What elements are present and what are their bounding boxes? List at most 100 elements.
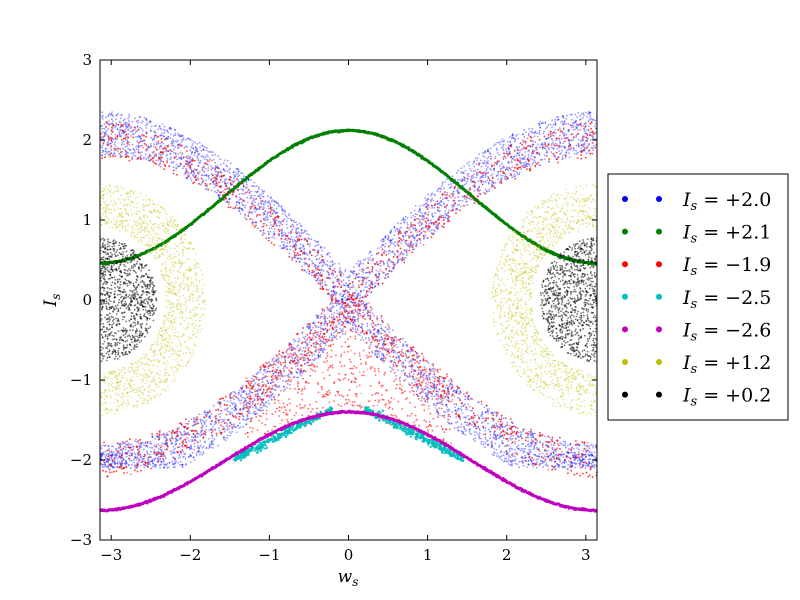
data-point	[177, 157, 180, 160]
data-point	[172, 152, 175, 154]
data-point	[431, 368, 434, 370]
data-point	[417, 385, 420, 388]
data-point	[304, 340, 307, 343]
data-point	[417, 222, 420, 225]
data-point	[298, 337, 300, 340]
data-point	[518, 466, 520, 469]
data-point	[314, 279, 317, 282]
data-point	[364, 258, 367, 261]
data-point	[315, 326, 318, 329]
data-point	[200, 421, 203, 423]
data-point	[237, 394, 240, 396]
data-point	[360, 290, 363, 292]
data-point	[390, 270, 393, 273]
data-point	[229, 167, 231, 170]
data-point	[283, 241, 285, 244]
data-point	[356, 328, 359, 330]
data-point	[113, 453, 116, 456]
data-point	[429, 387, 432, 390]
data-point	[551, 448, 554, 451]
data-point	[469, 432, 471, 434]
data-point	[522, 146, 525, 148]
data-point	[457, 425, 460, 428]
data-point	[326, 317, 329, 320]
data-point	[406, 355, 408, 358]
data-point	[308, 327, 310, 330]
data-point	[513, 155, 516, 158]
data-point	[551, 139, 554, 141]
data-point	[259, 197, 262, 199]
data-point	[309, 358, 312, 361]
data-point	[226, 165, 229, 168]
data-point	[107, 150, 110, 153]
data-point	[531, 158, 534, 161]
data-point	[102, 149, 104, 152]
data-point	[533, 135, 536, 138]
data-point	[434, 226, 437, 229]
data-point	[511, 464, 513, 467]
data-point	[241, 414, 244, 417]
data-point	[576, 126, 578, 129]
data-point	[262, 222, 265, 225]
data-point	[222, 426, 224, 428]
data-point	[139, 446, 142, 448]
data-point	[161, 123, 164, 125]
data-point	[463, 179, 465, 182]
data-point	[521, 133, 524, 136]
data-point	[382, 243, 385, 246]
data-point	[265, 218, 268, 221]
data-point	[192, 436, 195, 439]
data-point	[359, 260, 362, 263]
data-point	[159, 165, 162, 168]
data-point	[163, 125, 166, 128]
data-point	[445, 403, 448, 406]
data-point	[174, 440, 177, 443]
data-point	[299, 243, 302, 246]
data-point	[174, 132, 177, 135]
data-point	[484, 438, 487, 440]
data-point	[568, 456, 570, 459]
data-point	[126, 139, 129, 142]
data-point	[567, 147, 570, 150]
data-point	[530, 436, 533, 439]
data-point	[190, 455, 192, 458]
data-point	[247, 213, 250, 215]
data-point	[189, 155, 192, 158]
data-point	[198, 453, 201, 456]
data-point	[104, 153, 106, 156]
data-point	[503, 460, 505, 463]
data-point	[460, 205, 462, 208]
data-point	[500, 174, 502, 177]
data-point	[125, 455, 128, 458]
data-point	[234, 403, 237, 405]
data-point	[270, 227, 273, 230]
data-point	[331, 264, 334, 267]
data-point	[332, 273, 335, 276]
data-point	[107, 445, 110, 447]
data-point	[473, 431, 476, 433]
data-point	[240, 426, 242, 429]
data-point	[268, 202, 271, 205]
data-point	[471, 409, 473, 412]
data-point	[155, 141, 158, 144]
data-point	[320, 261, 323, 264]
data-point	[569, 442, 572, 445]
data-point	[160, 134, 162, 137]
data-point	[190, 153, 193, 155]
data-point	[302, 231, 304, 234]
data-point	[505, 166, 508, 169]
data-point	[165, 137, 167, 140]
data-point	[323, 258, 325, 261]
data-point	[247, 412, 250, 415]
data-point	[330, 340, 333, 342]
data-point	[449, 186, 451, 189]
data-point	[227, 428, 230, 430]
data-point	[536, 132, 538, 135]
data-point	[562, 453, 565, 456]
data-point	[192, 456, 195, 459]
data-point	[489, 437, 491, 440]
data-point	[430, 221, 432, 224]
data-point	[190, 418, 193, 421]
data-point	[119, 121, 122, 124]
data-point	[205, 428, 207, 431]
